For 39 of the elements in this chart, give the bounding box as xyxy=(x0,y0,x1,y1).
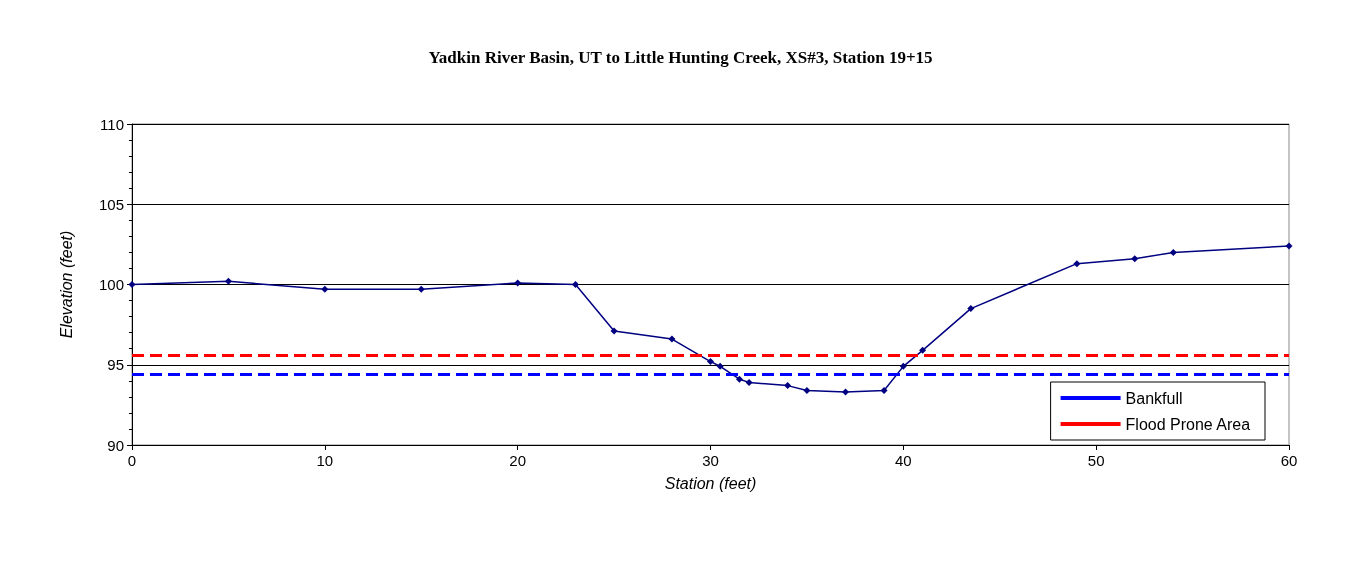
point xyxy=(1073,260,1081,268)
point xyxy=(899,362,907,370)
legend-label: Flood Prone Area xyxy=(1125,415,1251,433)
point xyxy=(880,386,888,394)
point xyxy=(745,378,753,386)
x-tick-label: 20 xyxy=(509,452,527,469)
x-tick-label: 60 xyxy=(1280,452,1298,469)
point xyxy=(1131,255,1139,263)
point xyxy=(803,386,811,394)
chart-title: Yadkin River Basin, UT to Little Hunting Creek, XS#3, Station 19+15 xyxy=(428,48,933,67)
point xyxy=(224,277,232,285)
point xyxy=(610,327,618,335)
point xyxy=(841,388,849,396)
x-tick-label: 30 xyxy=(702,452,719,469)
x-tick-label: 10 xyxy=(316,452,334,469)
point xyxy=(417,285,425,293)
y-tick-label: 90 xyxy=(107,436,124,454)
point xyxy=(707,358,714,366)
y-tick-label: 105 xyxy=(98,195,124,213)
point xyxy=(735,375,743,383)
point xyxy=(514,279,522,287)
x-tick-label: 0 xyxy=(127,452,137,469)
y-tick-label: 95 xyxy=(107,356,124,374)
point xyxy=(668,335,676,343)
point xyxy=(967,305,975,313)
y-axis-title: Elevation (feet) xyxy=(57,230,75,339)
x-tick-label: 40 xyxy=(894,452,912,469)
point xyxy=(784,382,792,390)
point xyxy=(1285,242,1293,250)
x-axis-title: Station (feet) xyxy=(664,474,757,492)
legend-label: Bankfull xyxy=(1125,389,1183,407)
x-tick-label: 50 xyxy=(1087,452,1105,469)
point xyxy=(572,281,580,288)
point xyxy=(919,346,927,354)
y-tick-label: 100 xyxy=(98,276,124,293)
point xyxy=(321,285,329,293)
y-tick-label: 110 xyxy=(100,115,124,133)
point xyxy=(1169,248,1177,256)
point xyxy=(716,362,724,370)
